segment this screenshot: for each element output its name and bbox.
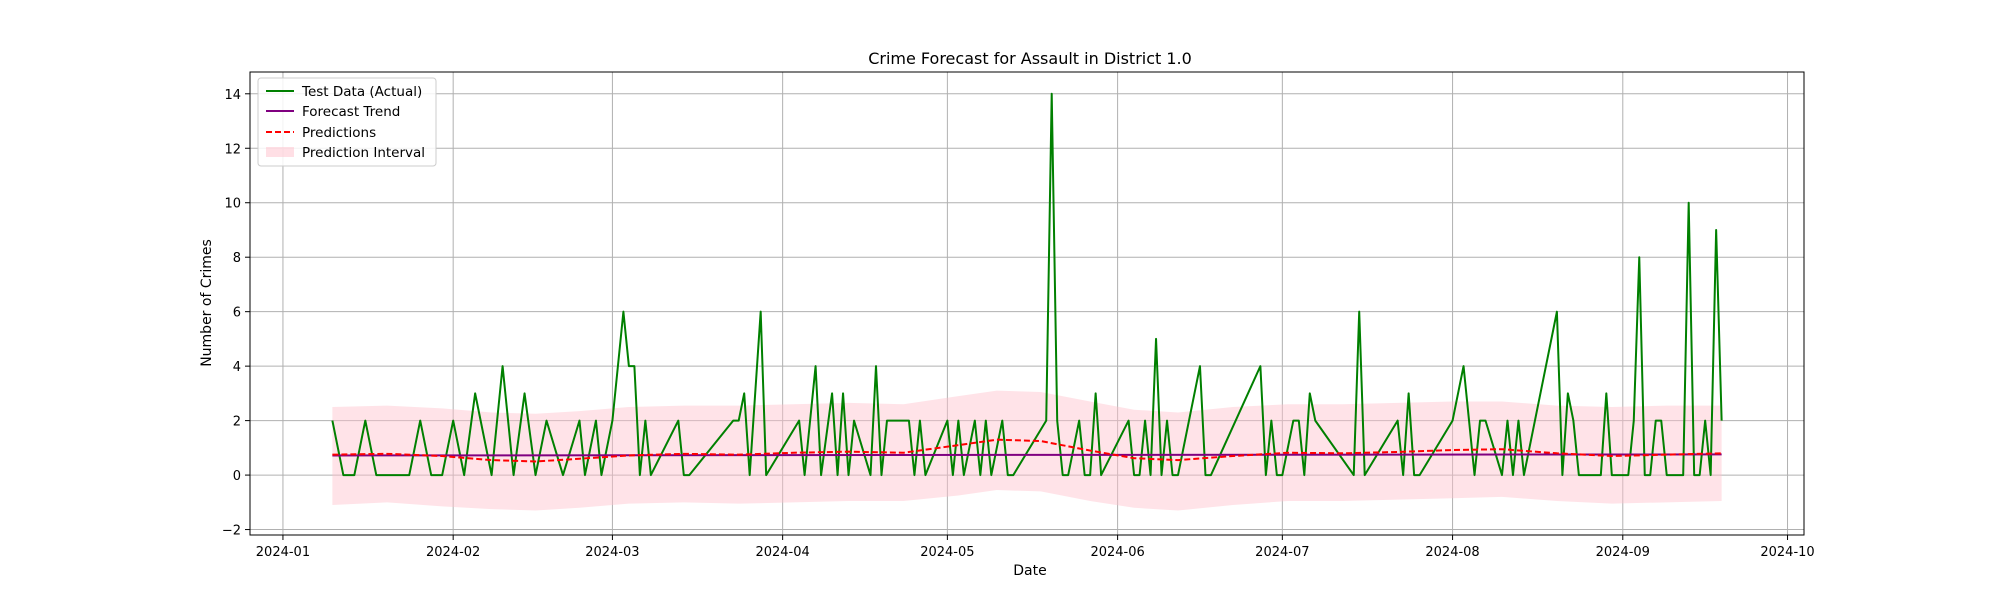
x-tick-label: 2024-03 [585,545,639,560]
x-axis: 2024-01 2024-02 2024-03 2024-04 2024-05 2024-… [256,535,1815,560]
x-tick-label: 2024-08 [1425,545,1479,560]
y-tick-label: 10 [224,197,241,212]
legend-box [257,77,437,167]
legend-label-trend: Forecast Trend [302,104,400,120]
x-tick-label: 2024-01 [256,545,310,560]
y-tick-label: 14 [224,88,241,103]
x-tick-label: 2024-02 [426,545,480,560]
x-tick-label: 2024-09 [1596,545,1650,560]
series-layer [331,92,1723,477]
y-tick-label: −2 [222,524,241,539]
y-tick-label: 12 [224,142,241,157]
legend-label-interval: Prediction Interval [302,145,425,161]
actual-series-line [331,92,1723,477]
x-tick-label: 2024-05 [920,545,974,560]
legend-label-actual: Test Data (Actual) [301,84,422,100]
x-axis-label: Date [1013,563,1046,579]
legend-label-predictions: Predictions [302,125,376,141]
x-tick-label: 2024-07 [1255,545,1309,560]
forecast-trend-line [332,453,1722,457]
y-axis-label: Number of Crimes [199,239,215,367]
y-tick-label: 2 [233,415,241,430]
plot-area [250,72,1804,535]
y-tick-label: 0 [233,469,241,484]
x-tick-label: 2024-10 [1760,545,1814,560]
chart-title: Crime Forecast for Assault in District 1… [868,49,1192,68]
plot-frame [249,71,1805,536]
y-axis: −2 0 2 4 6 8 10 12 14 [222,88,250,539]
grid [250,72,1804,535]
x-tick-label: 2024-06 [1090,545,1144,560]
legend: Test Data (Actual) Forecast Trend Predic… [257,77,437,167]
y-tick-label: 4 [233,360,241,375]
legend-swatch-interval [266,147,294,157]
predictions-line [332,438,1722,463]
y-tick-label: 6 [233,306,241,321]
y-tick-label: 8 [233,251,241,266]
x-tick-label: 2024-04 [755,545,809,560]
